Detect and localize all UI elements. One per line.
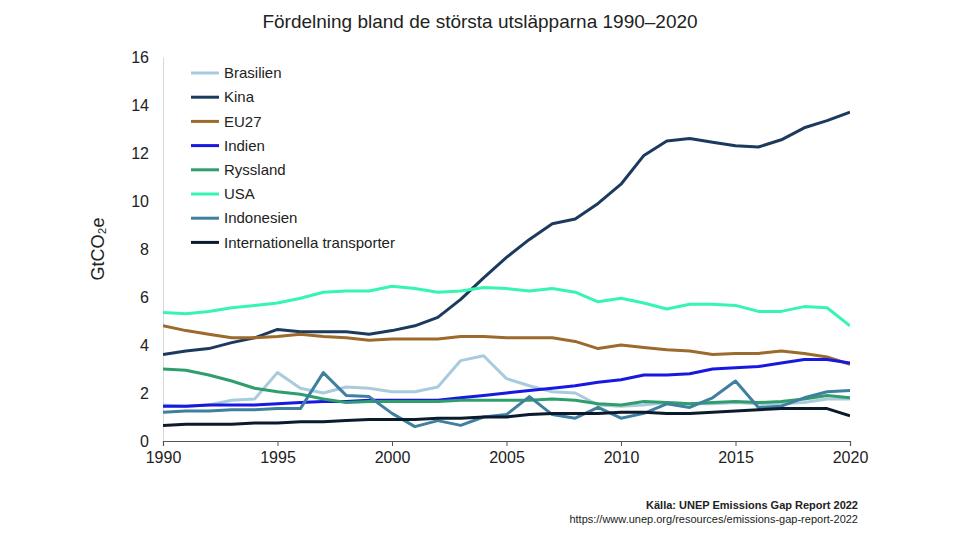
x-tick: 1990 — [146, 441, 182, 466]
legend-swatch — [191, 120, 219, 123]
legend-item: USA — [191, 185, 255, 202]
x-tick: 2015 — [718, 441, 754, 466]
source-note: Källa: UNEP Emissions Gap Report 2022 — [646, 499, 858, 511]
y-axis-title: GtCO₂e — [88, 218, 108, 281]
y-tick: 6 — [140, 289, 163, 306]
series-line — [163, 286, 850, 326]
legend-swatch — [191, 96, 219, 99]
y-tick-label: 0 — [140, 433, 149, 450]
legend-item: Indonesien — [191, 209, 297, 226]
legend-label: Internationella transporter — [224, 234, 395, 251]
legend-label: EU27 — [224, 113, 262, 130]
legend-swatch — [191, 241, 219, 244]
y-tick: 2 — [140, 385, 163, 402]
y-tick-label: 12 — [131, 145, 149, 162]
legend-swatch — [191, 72, 219, 75]
y-tick-label: 4 — [140, 337, 149, 354]
chart: Fördelning bland de största utsläpparna … — [0, 0, 960, 540]
legend-label: Indonesien — [224, 209, 297, 226]
y-tick: 16 — [131, 49, 163, 66]
lines — [163, 112, 850, 426]
x-tick-mark — [163, 441, 164, 446]
x-tick: 2000 — [375, 441, 411, 466]
legend-item: Brasilien — [191, 64, 282, 81]
legend-swatch — [191, 144, 219, 147]
x-tick-mark — [392, 441, 393, 446]
x-tick-mark — [278, 441, 279, 446]
series-line — [163, 326, 850, 364]
x-axis-line — [164, 442, 851, 447]
legend-label: Brasilien — [224, 64, 282, 81]
x-tick-label: 1995 — [260, 449, 296, 466]
series-line — [163, 373, 850, 427]
y-tick-label: 10 — [131, 193, 149, 210]
y-tick: 10 — [131, 193, 163, 210]
x-tick: 2020 — [833, 441, 869, 466]
y-tick: 0 — [140, 433, 163, 450]
plot: 0 2 4 6 8 10 12 14 16 1990 1995 2000 2005 2010 2015 202… — [131, 49, 868, 467]
x-tick-label: 2010 — [604, 449, 640, 466]
series-line — [163, 369, 850, 405]
x-tick-label: 1990 — [146, 449, 182, 466]
series-line — [163, 359, 850, 406]
legend-item: Indien — [191, 137, 265, 154]
series-line — [163, 356, 850, 406]
y-tick-label: 8 — [140, 241, 149, 258]
legend: Brasilien Kina EU27 Indien Ryssland USA Indone… — [191, 64, 395, 250]
y-tick-label: 2 — [140, 385, 149, 402]
legend-item: Kina — [191, 88, 255, 105]
y-tick: 8 — [140, 241, 163, 258]
x-tick-label: 2000 — [375, 449, 411, 466]
x-tick-mark — [736, 441, 737, 446]
x-tick: 2010 — [604, 441, 640, 466]
y-tick-label: 16 — [131, 49, 149, 66]
y-tick: 12 — [131, 145, 163, 162]
y-tick-label: 6 — [140, 289, 149, 306]
series-line — [163, 409, 850, 426]
legend-item: Ryssland — [191, 161, 286, 178]
title: Fördelning bland de största utsläpparna … — [262, 11, 697, 32]
legend-item: EU27 — [191, 113, 262, 130]
x-axis: 1990 1995 2000 2005 2010 2015 2020 — [146, 441, 869, 466]
legend-label: Indien — [224, 137, 265, 154]
legend-swatch — [191, 168, 219, 171]
y-axis-line — [163, 58, 164, 442]
legend-label: Ryssland — [224, 161, 286, 178]
legend-swatch — [191, 217, 219, 220]
source-note: https://www.unep.org/resources/emissions… — [569, 513, 858, 525]
y-tick: 14 — [131, 97, 163, 114]
x-tick-label: 2005 — [489, 449, 525, 466]
x-tick-label: 2020 — [833, 449, 869, 466]
legend-label: Kina — [224, 88, 255, 105]
legend-label: USA — [224, 185, 255, 202]
y-axis: 0 2 4 6 8 10 12 14 16 — [131, 49, 163, 450]
y-tick: 4 — [140, 337, 163, 354]
x-tick-mark — [507, 441, 508, 446]
legend-item: Internationella transporter — [191, 234, 395, 251]
x-tick: 2005 — [489, 441, 525, 466]
x-tick-mark — [850, 441, 851, 446]
x-tick: 1995 — [260, 441, 296, 466]
x-tick-label: 2015 — [718, 449, 754, 466]
y-tick-label: 14 — [131, 97, 149, 114]
x-tick-mark — [621, 441, 622, 446]
legend-swatch — [191, 193, 219, 196]
series-line — [163, 112, 850, 354]
